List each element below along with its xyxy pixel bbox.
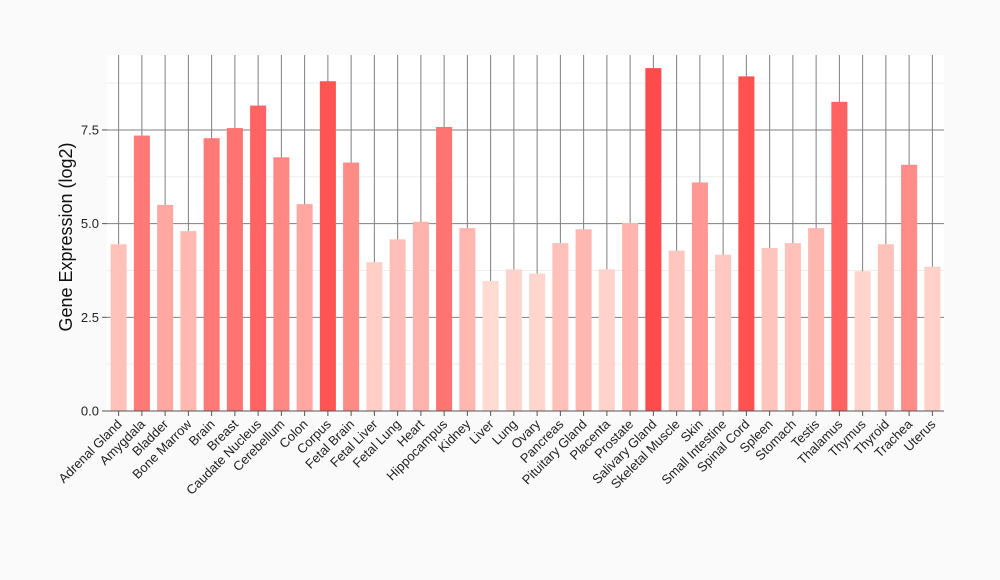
y-tick-label: 5.0 — [81, 216, 99, 231]
bar-fetal-lung[interactable] — [389, 239, 406, 411]
bar-bone-marrow[interactable] — [180, 231, 197, 411]
bar-thyroid[interactable] — [877, 244, 894, 411]
bar-adrenal-gland[interactable] — [110, 244, 127, 411]
y-axis-title: Gene Expression (log2) — [56, 142, 76, 331]
y-axis-ticks: 0.0 2.5 5.0 7.5 — [81, 122, 107, 419]
bar-corpus[interactable] — [319, 81, 336, 412]
bar-cerebellum[interactable] — [273, 157, 290, 411]
bar-bladder[interactable] — [157, 204, 174, 411]
bar-thymus[interactable] — [854, 271, 871, 411]
bar-salivary-gland[interactable] — [645, 68, 662, 412]
bar-kidney[interactable] — [459, 228, 476, 411]
bar-testis[interactable] — [808, 228, 825, 411]
bar-pituitary-gland[interactable] — [575, 229, 592, 411]
bar-hippocampus[interactable] — [436, 126, 453, 412]
bar-fetal-brain[interactable] — [343, 162, 360, 411]
bar-thalamus[interactable] — [831, 101, 848, 411]
bar-prostate[interactable] — [622, 222, 639, 411]
bar-stomach[interactable] — [784, 243, 801, 411]
bar-spleen[interactable] — [761, 247, 778, 411]
bar-spinal-cord[interactable] — [738, 76, 755, 412]
bar-lung[interactable] — [505, 269, 522, 411]
plot-area — [107, 55, 944, 411]
bar-uterus[interactable] — [924, 266, 941, 411]
bar-brain[interactable] — [203, 138, 220, 411]
bar-small-intestine[interactable] — [715, 254, 732, 411]
bar-breast[interactable] — [226, 128, 243, 412]
bar-pancreas[interactable] — [552, 243, 569, 411]
bar-skin[interactable] — [691, 182, 708, 411]
bar-caudate-nucleus[interactable] — [250, 105, 267, 411]
bar-heart[interactable] — [412, 221, 429, 411]
bar-ovary[interactable] — [529, 273, 546, 411]
bar-fetal-liver[interactable] — [366, 262, 383, 411]
bar-colon[interactable] — [296, 204, 313, 411]
bar-amygdala[interactable] — [133, 135, 150, 411]
y-tick-label: 7.5 — [81, 122, 99, 137]
bars — [110, 68, 941, 412]
y-tick-label: 0.0 — [81, 404, 99, 419]
bar-skeletal-muscle[interactable] — [668, 250, 685, 411]
bar-placenta[interactable] — [598, 269, 615, 411]
y-tick-label: 2.5 — [81, 310, 99, 325]
bar-liver[interactable] — [482, 280, 499, 411]
bar-trachea[interactable] — [901, 164, 918, 411]
